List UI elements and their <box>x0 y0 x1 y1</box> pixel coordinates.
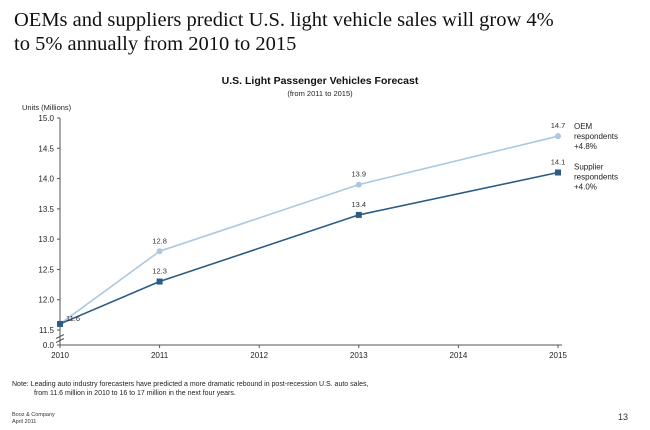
footnote-line-2: from 11.6 million in 2010 to 16 to 17 mi… <box>34 390 236 397</box>
x-tick-label: 2013 <box>350 351 368 360</box>
y-tick-label: 11.5 <box>39 326 55 335</box>
series-end-label: +4.0% <box>574 183 597 192</box>
series-line-1 <box>59 135 559 325</box>
source-company: Booz & Company <box>12 412 55 418</box>
series-end-label: +4.8% <box>574 142 597 151</box>
headline-line-2: to 5% annually from 2010 to 2015 <box>14 33 297 55</box>
series-end-label: OEM <box>574 122 593 131</box>
y-tick-label: 13.5 <box>38 205 54 214</box>
chart-subtitle: (from 2011 to 2015) <box>287 89 353 98</box>
series-end-label: respondents <box>574 173 618 182</box>
data-point-marker <box>57 320 63 327</box>
forecast-line-chart: U.S. Light Passenger Vehicles Forecast (… <box>22 75 618 360</box>
data-point-marker <box>555 133 561 140</box>
data-point-marker <box>156 248 163 255</box>
axis-break-mark <box>55 334 65 339</box>
x-tick-label: 2014 <box>450 351 468 360</box>
headline-line-1: OEMs and suppliers predict U.S. light ve… <box>14 9 554 31</box>
axis-break-mark <box>55 338 65 343</box>
y-tick-label: 14.5 <box>38 144 54 153</box>
x-tick-label: 2012 <box>250 351 268 360</box>
data-point-marker <box>355 181 362 188</box>
data-label: 12.3 <box>152 267 167 276</box>
y-tick-label: 0.0 <box>43 341 55 350</box>
footnote: Note: Leading auto industry forecasters … <box>12 380 368 398</box>
data-label: 11.6 <box>66 314 80 323</box>
data-label: 13.9 <box>351 170 366 179</box>
source-date: April 2011 <box>12 418 37 425</box>
data-label: 12.8 <box>152 236 167 245</box>
x-tick-label: 2010 <box>51 351 69 360</box>
data-point-marker <box>555 169 561 176</box>
y-tick-label: 13.0 <box>38 235 54 244</box>
source-credit: Booz & Company April 2011 <box>12 412 55 425</box>
y-tick-label: 14.0 <box>38 175 54 184</box>
y-axis-label: Units (Millions) <box>22 103 72 112</box>
y-tick-label: 12.0 <box>38 296 54 305</box>
series-line-2 <box>59 171 559 325</box>
chart-title: U.S. Light Passenger Vehicles Forecast <box>222 75 419 87</box>
y-tick-label: 12.5 <box>38 265 54 274</box>
data-label: 14.7 <box>551 121 566 130</box>
series-end-label: Supplier <box>574 163 604 172</box>
page-number: 13 <box>617 412 628 422</box>
y-tick-label: 15.0 <box>38 114 54 123</box>
data-point-marker <box>355 211 362 218</box>
series-end-label: respondents <box>574 132 618 141</box>
data-label: 14.1 <box>551 158 566 167</box>
footnote-line-1: Note: Leading auto industry forecasters … <box>12 381 369 388</box>
data-point-marker <box>156 278 163 285</box>
x-tick-label: 2015 <box>549 351 567 360</box>
slide-headline: OEMs and suppliers predict U.S. light ve… <box>14 8 634 56</box>
x-tick-label: 2011 <box>151 351 169 360</box>
data-label: 13.4 <box>351 200 366 209</box>
